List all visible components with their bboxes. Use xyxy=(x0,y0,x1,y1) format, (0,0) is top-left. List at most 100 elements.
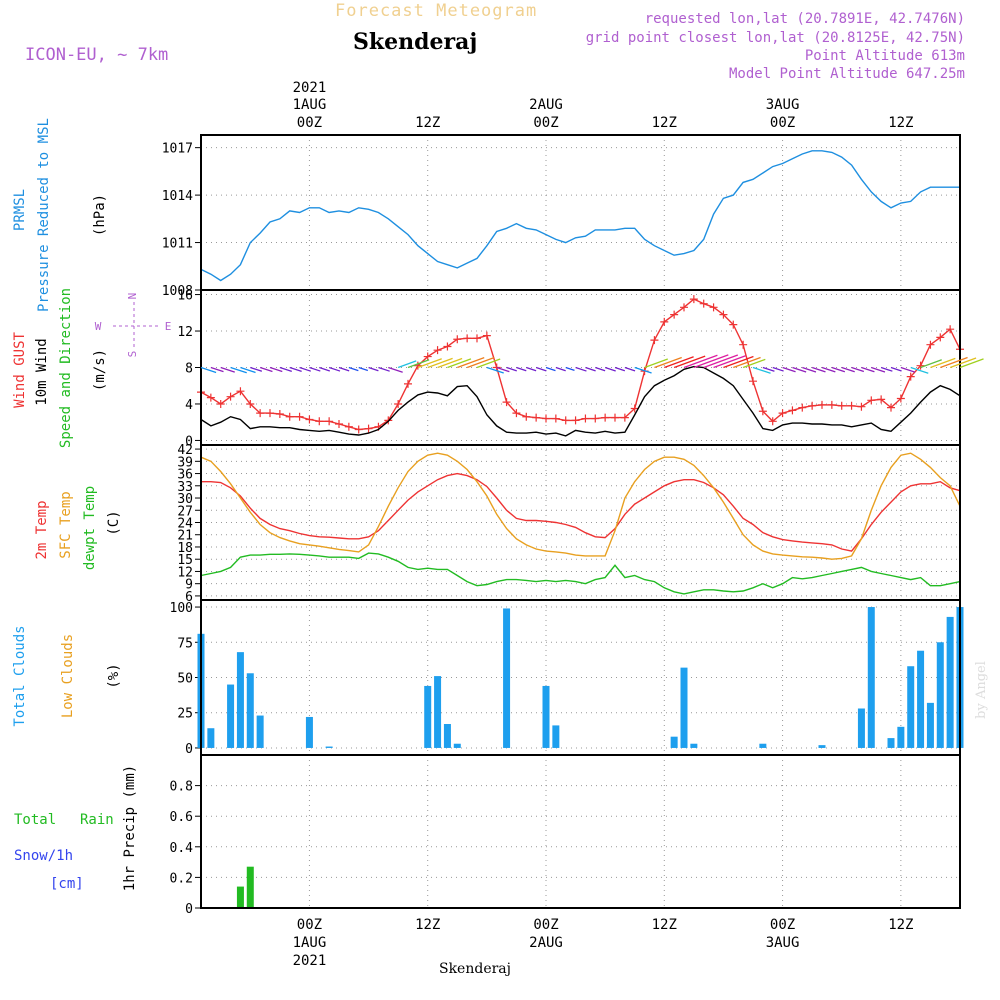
wind-arrow xyxy=(664,356,694,369)
compass-s: S xyxy=(126,351,139,358)
wind-arrow xyxy=(240,366,256,374)
gust-marker xyxy=(532,413,541,422)
gust-marker xyxy=(354,425,363,434)
total-clouds-label: Total Clouds xyxy=(12,625,28,726)
bottom-day-label: 2AUG xyxy=(529,935,563,951)
wind-arrow xyxy=(437,357,463,369)
gust-marker xyxy=(611,413,619,422)
gust-marker xyxy=(936,333,945,342)
data-bar xyxy=(305,716,313,748)
prmsl-label: PRMSL xyxy=(12,189,28,231)
gridpoint-coords: grid point closest lon,lat (20.8125E, 42… xyxy=(586,30,965,46)
data-bar xyxy=(867,607,875,748)
y-tick-label: 0.4 xyxy=(170,841,194,856)
wind-arrow xyxy=(545,366,556,372)
wind-arrow xyxy=(940,356,968,369)
wind-arrow xyxy=(259,366,273,373)
wind-arrow xyxy=(220,366,235,373)
y-tick-label: 1011 xyxy=(162,237,193,252)
wind-arrow xyxy=(713,355,746,369)
bottom-hour-label: 00Z xyxy=(533,917,558,933)
gust-marker xyxy=(453,335,462,344)
series-line xyxy=(200,452,961,560)
gust-label: Wind GUST xyxy=(12,332,28,408)
wind-arrow xyxy=(585,366,596,372)
gust-marker xyxy=(857,402,866,411)
y-tick-label: 100 xyxy=(170,601,193,616)
wind-arrow xyxy=(821,366,836,373)
prmsl-unit: (hPa) xyxy=(92,194,108,236)
wind-arrow xyxy=(920,359,942,369)
wind-arrow xyxy=(959,358,984,369)
wind-arrow xyxy=(486,366,504,374)
y-tick-label: 18 xyxy=(177,541,193,556)
precip-panel: 0 0.2 0.4 0.6 0.8 xyxy=(170,754,961,917)
wind-arrow xyxy=(851,366,865,373)
gust-marker xyxy=(719,310,728,319)
data-bar xyxy=(424,685,432,748)
data-bar xyxy=(443,724,451,748)
top-hour-label: 12Z xyxy=(888,115,913,131)
t2m-label: 2m Temp xyxy=(34,500,50,559)
chart-title: Forecast Meteogram xyxy=(335,1,537,21)
series-line xyxy=(200,298,961,431)
y-tick-label: 0.2 xyxy=(170,871,193,886)
wind-panel: 0 4 8 12 16 xyxy=(177,289,984,449)
panel-frame xyxy=(200,134,961,291)
gust-marker xyxy=(591,414,600,423)
wind-arrow xyxy=(348,366,359,372)
gust-marker xyxy=(335,420,343,429)
y-tick-label: 12 xyxy=(177,325,193,340)
data-bar xyxy=(907,666,915,748)
wind-arrow xyxy=(378,366,390,372)
gust-marker xyxy=(551,414,560,423)
series-line xyxy=(201,472,961,552)
gust-marker xyxy=(660,317,669,326)
gust-marker xyxy=(502,398,511,407)
y-tick-label: 9 xyxy=(185,578,193,593)
compass-rose: N S E W xyxy=(95,293,172,358)
wind-arrow xyxy=(466,356,495,369)
y-tick-label: 1017 xyxy=(162,142,193,157)
pressure-panel: 1008 1011 1014 1017 xyxy=(162,134,961,299)
wind-arrow xyxy=(358,366,369,372)
data-bar xyxy=(256,715,264,748)
gust-marker xyxy=(729,320,738,329)
temp-unit: (C) xyxy=(106,510,122,535)
wind-arrow xyxy=(200,366,217,374)
data-bar xyxy=(227,684,235,748)
y-tick-label: 4 xyxy=(185,398,193,413)
model-altitude: Model Point Altitude 647.25m xyxy=(729,66,965,82)
wind-arrow xyxy=(506,366,517,372)
data-bar xyxy=(552,725,560,748)
y-tick-label: 0 xyxy=(185,742,193,757)
y-tick-label: 0.8 xyxy=(170,780,193,795)
data-bar xyxy=(759,743,767,748)
wind-arrow xyxy=(407,359,430,369)
wind-arrow xyxy=(309,366,321,372)
wind-arrow xyxy=(742,358,766,369)
wind-arrow xyxy=(673,355,706,369)
wind-arrow xyxy=(535,366,547,372)
y-tick-label: 8 xyxy=(185,362,193,377)
data-bar xyxy=(917,650,925,748)
y-tick-label: 16 xyxy=(177,289,193,304)
y-tick-label: 1014 xyxy=(162,189,193,204)
wind-arrow xyxy=(811,366,826,373)
top-day-label: 3AUG xyxy=(766,97,800,113)
wind-arrow xyxy=(516,366,527,372)
dewpt-label: dewpt Temp xyxy=(82,486,98,570)
wind-arrow xyxy=(880,366,893,372)
top-day-label: 1AUG xyxy=(293,97,327,113)
snow-label: Snow/1h xyxy=(14,848,73,864)
gust-marker xyxy=(818,400,826,409)
wind-arrow xyxy=(279,366,292,373)
gust-marker xyxy=(680,303,688,312)
top-hour-label: 12Z xyxy=(652,115,677,131)
wind-arrow xyxy=(949,357,977,369)
gust-marker xyxy=(758,407,767,416)
y-tick-label: 0.6 xyxy=(170,810,193,825)
gust-marker xyxy=(601,413,610,422)
speed-dir-label: Speed and Direction xyxy=(58,288,74,448)
